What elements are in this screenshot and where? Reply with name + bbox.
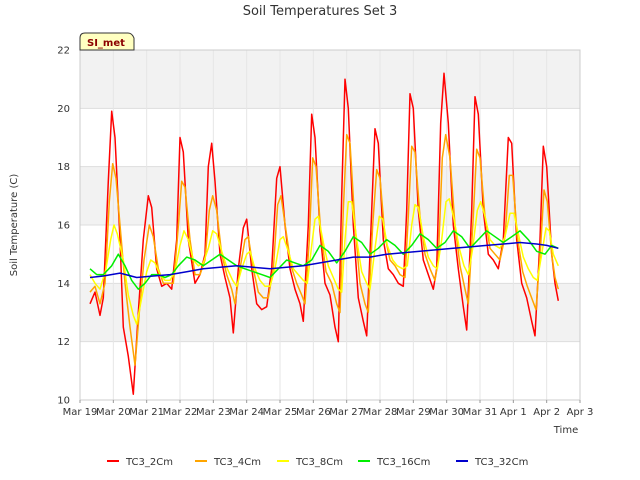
x-tick-label: Apr 3 xyxy=(567,407,594,418)
badge-label: SI_met xyxy=(87,38,125,49)
series-line-tc3-32cm xyxy=(89,241,559,279)
series-line-tc3-8cm xyxy=(89,198,559,325)
series-line-tc3-16cm xyxy=(89,230,559,290)
x-tick-label: Mar 27 xyxy=(329,407,364,418)
y-tick-label: 22 xyxy=(57,46,70,57)
badge-shape xyxy=(79,32,135,51)
x-tick-label: Apr 2 xyxy=(533,407,560,418)
legend-label: TC3_2Cm xyxy=(125,457,173,468)
legend-label: TC3_16Cm xyxy=(376,457,430,468)
x-tick-label: Mar 23 xyxy=(196,407,231,418)
band xyxy=(80,108,580,167)
x-tick-label: Mar 22 xyxy=(163,407,198,418)
series-lines xyxy=(89,72,560,395)
y-tick-label: 16 xyxy=(57,221,70,232)
y-axis-label: Soil Temperature (C) xyxy=(9,174,20,277)
x-tick-label: Mar 26 xyxy=(296,407,331,418)
plot-border xyxy=(79,49,581,401)
x-tick-label: Mar 28 xyxy=(363,407,398,418)
x-tick-label: Mar 29 xyxy=(396,407,431,418)
y-tick-label: 18 xyxy=(57,162,70,173)
legend: TC3_2Cm TC3_4Cm TC3_8Cm TC3_16Cm TC3_32Cm xyxy=(107,457,528,468)
series-line-tc3-2cm xyxy=(89,72,560,395)
y-tick-label: 20 xyxy=(57,104,70,115)
y-tick-label: 12 xyxy=(57,337,70,348)
y-axis-ticks: 10 12 14 16 18 20 22 xyxy=(57,46,70,407)
x-tick-label: Apr 1 xyxy=(500,407,527,418)
x-tick-label: Mar 25 xyxy=(263,407,298,418)
series-line-tc3-4cm xyxy=(89,133,560,366)
site-badge: SI_met xyxy=(79,32,135,51)
x-tick-label: Mar 24 xyxy=(229,407,264,418)
x-tick-label: Mar 20 xyxy=(96,407,131,418)
band xyxy=(80,283,580,342)
x-tick-label: Mar 30 xyxy=(429,407,464,418)
x-tick-label: Mar 19 xyxy=(63,407,98,418)
y-tick-label: 14 xyxy=(57,279,70,290)
legend-label: TC3_8Cm xyxy=(295,457,343,468)
legend-label: TC3_4Cm xyxy=(213,457,261,468)
legend-label: TC3_32Cm xyxy=(474,457,528,468)
x-tick-label: Mar 21 xyxy=(129,407,164,418)
y-tick-label: 10 xyxy=(57,396,70,407)
band xyxy=(80,166,580,225)
band xyxy=(80,341,580,400)
alternating-bands xyxy=(80,50,580,400)
chart-title: Soil Temperatures Set 3 xyxy=(243,4,398,19)
band xyxy=(80,50,580,109)
x-axis-label: Time xyxy=(553,425,578,436)
x-tick-label: Mar 31 xyxy=(463,407,498,418)
